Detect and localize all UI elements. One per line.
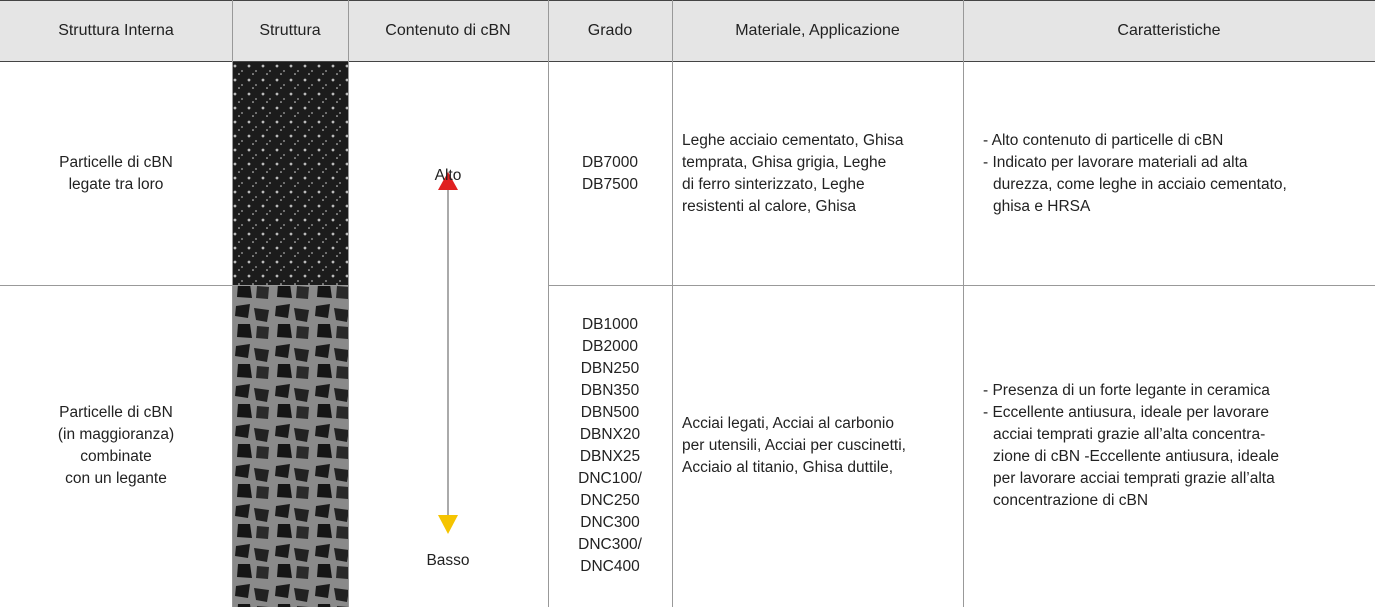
grade: DBNX25 — [579, 448, 641, 465]
header-cell: Struttura — [232, 0, 348, 62]
border — [548, 0, 549, 607]
border — [963, 0, 964, 607]
feature-text: - Eccellente antiusura, ideale per lavor… — [983, 404, 1270, 421]
structure-text: Particelle di cBN — [59, 404, 173, 421]
structure-text: Particelle di cBN — [59, 153, 173, 171]
structure-text: (in maggioranza) — [57, 426, 175, 443]
header-cell: Caratteristiche — [963, 0, 1375, 62]
grade: DNC250 — [580, 492, 640, 509]
content-high: Alto — [434, 167, 462, 184]
table-cell: Leghe acciaio cementato, Ghisa temprata, … — [672, 62, 963, 285]
feature-text: - Presenza di un forte legante in cerami… — [983, 382, 1270, 399]
grade: DBN250 — [580, 360, 640, 377]
table-cell: - Presenza di un forte legante in cerami… — [963, 285, 1375, 607]
grade: DBN500 — [580, 404, 640, 421]
border — [0, 0, 1375, 1]
feature-text: - Alto contenuto di particelle di cBN — [983, 131, 1224, 149]
border — [348, 0, 349, 607]
grade: DB2000 — [581, 338, 638, 355]
feature-text: zione di cBN -Eccellente antiusura, idea… — [993, 448, 1280, 465]
application-text: resistenti al calore, Ghisa — [682, 197, 857, 215]
feature-text: durezza, come leghe in acciaio cementato… — [993, 175, 1287, 193]
header-cell: Contenuto di cBN — [348, 0, 548, 62]
application-text: temprata, Ghisa grigia, Leghe — [682, 153, 887, 171]
border — [0, 61, 1375, 62]
grade: DBN350 — [580, 382, 640, 399]
feature-text: acciai temprati grazie all’alta concentr… — [993, 426, 1266, 443]
feature-text: per lavorare acciai temprati grazie all’… — [993, 470, 1275, 487]
application-text: Acciaio al titanio, Ghisa duttile, — [682, 459, 894, 476]
border — [672, 0, 673, 607]
header-cell: Grado — [548, 0, 672, 62]
border — [548, 285, 1375, 286]
content-arrow — [438, 172, 458, 534]
grade: DNC100/ — [578, 470, 642, 487]
border — [232, 0, 233, 607]
application-text: Leghe acciaio cementato, Ghisa — [682, 131, 904, 149]
grade: DB7000 — [581, 153, 638, 171]
application-text: di ferro sinterizzato, Leghe — [682, 175, 865, 193]
structure-text: combinate — [80, 448, 152, 465]
application-text: per utensili, Acciai per cuscinetti, — [682, 437, 906, 454]
application-text: Acciai legati, Acciai al carbonio — [682, 415, 894, 432]
grade: DNC400 — [580, 558, 640, 575]
feature-text: concentrazione di cBN — [993, 492, 1149, 509]
table-cell: DB7000 DB7500 — [548, 62, 672, 285]
table-cell: DB1000 DB2000 DBN250 DBN350 DBN500 DBNX20 DBNX… — [548, 285, 672, 607]
header-cell: Materiale, Applicazione — [672, 0, 963, 62]
grade: DB1000 — [581, 316, 638, 333]
table-cell: Particelle di cBN legate tra loro — [0, 62, 232, 285]
grade: DNC300 — [580, 514, 640, 531]
structure-text: con un legante — [65, 470, 167, 487]
content-low: Basso — [426, 552, 470, 569]
feature-text: - Indicato per lavorare materiali ad alt… — [983, 153, 1248, 171]
header-cell: Struttura Interna — [0, 0, 232, 62]
table-cell: Acciai legati, Acciai al carbonio per ute… — [672, 285, 963, 607]
feature-text: ghisa e HRSA — [993, 197, 1091, 215]
grade: DBNX20 — [579, 426, 641, 443]
border — [0, 285, 348, 286]
structure-text: legate tra loro — [68, 175, 164, 193]
table-cell: Particelle di cBN (in maggioranza) combina… — [0, 285, 232, 607]
grade: DB7500 — [581, 175, 638, 193]
table-cell: - Alto contenuto di particelle di cBN - I… — [963, 62, 1375, 285]
grade: DNC300/ — [578, 536, 642, 553]
structure-images — [232, 62, 348, 607]
